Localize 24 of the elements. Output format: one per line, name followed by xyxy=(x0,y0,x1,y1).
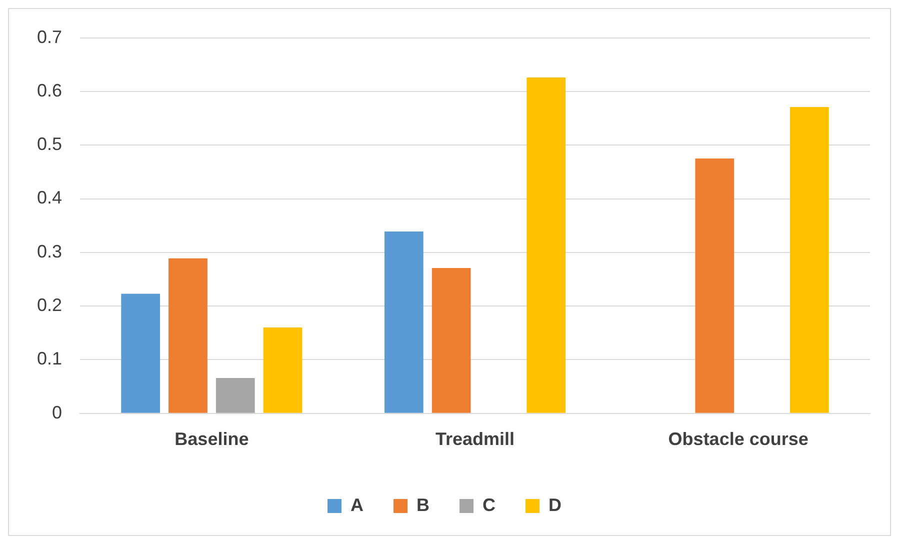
y-tick-label: 0.2 xyxy=(36,295,62,316)
bar xyxy=(695,158,734,413)
y-tick-label: 0.6 xyxy=(36,80,62,100)
x-tick-label: Obstacle course xyxy=(668,429,808,450)
y-tick-label: 0 xyxy=(52,402,62,422)
bar xyxy=(216,378,255,413)
bar xyxy=(384,232,424,413)
bar xyxy=(121,294,160,413)
x-tick-label: Treadmill xyxy=(435,429,515,450)
bar xyxy=(263,328,302,413)
legend-label: D xyxy=(548,494,562,515)
bar xyxy=(432,268,471,413)
legend-label: A xyxy=(350,494,364,515)
y-tick-label: 0.3 xyxy=(36,241,62,262)
bar xyxy=(790,107,829,413)
y-tick-label: 0.7 xyxy=(36,26,62,47)
x-tick-label: Baseline xyxy=(174,429,249,450)
y-tick-label: 0.5 xyxy=(36,134,62,154)
y-tick-label: 0.1 xyxy=(36,348,62,369)
legend-label: B xyxy=(416,494,430,515)
bar xyxy=(168,258,208,413)
legend-label: C xyxy=(482,494,496,515)
bar xyxy=(526,78,566,413)
y-tick-label: 0.4 xyxy=(36,188,62,208)
